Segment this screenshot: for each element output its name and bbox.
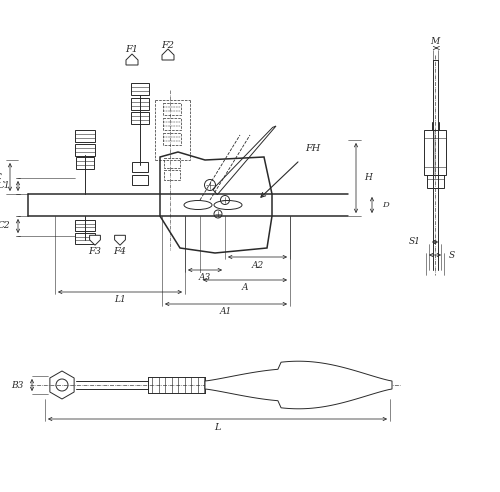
Text: S1: S1 — [409, 238, 421, 246]
Text: C: C — [0, 173, 2, 182]
Bar — [132, 162, 148, 172]
Text: A2: A2 — [252, 260, 264, 270]
Text: L1: L1 — [114, 296, 126, 305]
Text: F3: F3 — [88, 247, 102, 256]
Text: L: L — [214, 424, 221, 432]
Bar — [75, 220, 95, 231]
Polygon shape — [126, 54, 138, 65]
Bar — [164, 158, 180, 168]
Bar — [163, 133, 181, 145]
Text: F1: F1 — [126, 45, 138, 55]
Text: S: S — [449, 250, 455, 259]
Bar — [164, 170, 180, 180]
Bar — [75, 144, 95, 156]
Text: A: A — [242, 283, 248, 293]
Bar — [131, 112, 149, 124]
Bar — [76, 157, 94, 169]
Text: F4: F4 — [114, 247, 126, 256]
Bar — [75, 130, 95, 142]
Text: F2: F2 — [162, 40, 174, 50]
Bar — [424, 130, 446, 175]
Bar — [163, 103, 181, 115]
Bar — [163, 118, 181, 130]
Text: C2: C2 — [0, 221, 10, 230]
Text: A3: A3 — [199, 274, 211, 282]
Polygon shape — [114, 235, 126, 245]
Text: A1: A1 — [220, 308, 232, 316]
Bar — [426, 175, 444, 188]
Bar — [131, 98, 149, 110]
Bar — [131, 83, 149, 95]
Text: M: M — [430, 36, 440, 45]
Text: C1: C1 — [0, 182, 10, 190]
Text: D: D — [382, 201, 389, 209]
Bar — [75, 233, 95, 244]
Text: B3: B3 — [12, 380, 24, 390]
Polygon shape — [162, 49, 174, 60]
Text: H: H — [364, 174, 372, 183]
Text: FH: FH — [305, 144, 320, 153]
Polygon shape — [205, 361, 392, 409]
Polygon shape — [90, 235, 101, 245]
Bar — [132, 175, 148, 185]
